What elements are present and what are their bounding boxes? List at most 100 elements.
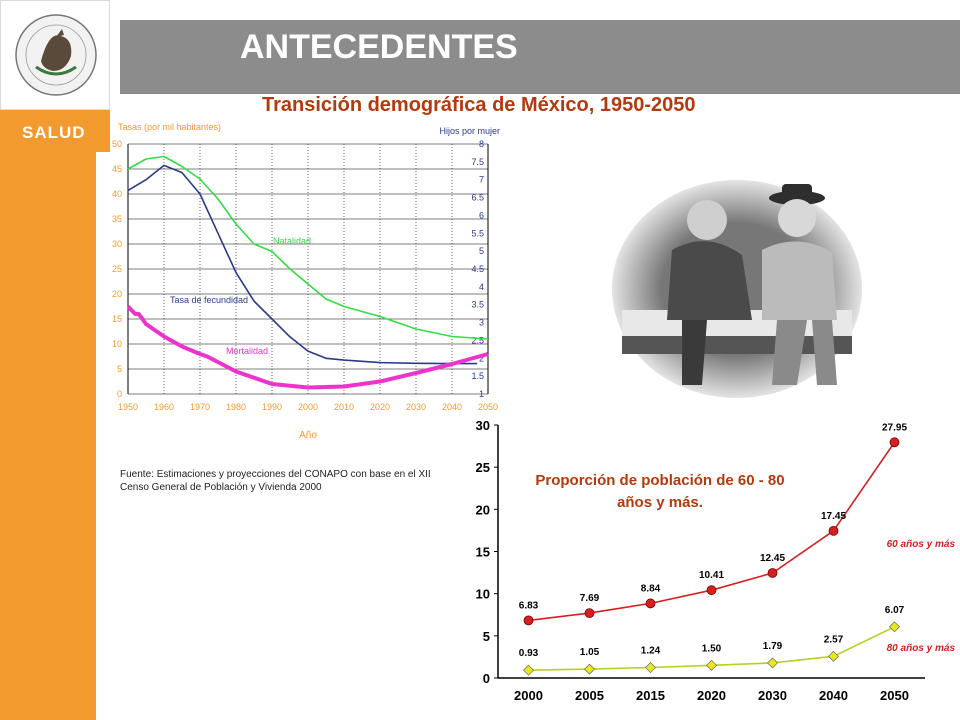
y2-tick-label: 3.5 — [471, 300, 484, 310]
data-label: 6.07 — [885, 605, 905, 616]
data-label: 0.93 — [519, 648, 539, 659]
y-tick-label: 15 — [112, 314, 122, 324]
data-point-60 — [645, 598, 656, 609]
y2-tick-label: 2.5 — [471, 335, 484, 345]
data-label: 2.57 — [824, 634, 844, 645]
data-point-60 — [706, 585, 717, 596]
data-label: 1.05 — [580, 647, 600, 658]
x-tick-label: 1990 — [262, 402, 282, 412]
population-proportion-chart: 0 5 10 15 20 25 30 2000 2005 2015 2020 2030 2040 2050… — [476, 418, 956, 703]
data-point-80 — [645, 662, 656, 673]
y-tick-label: 10 — [112, 339, 122, 349]
y2-tick-label: 5 — [479, 246, 484, 256]
y2-tick-label: 8 — [479, 139, 484, 149]
x-tick-label: 2040 — [442, 402, 462, 412]
x-tick-label: 2005 — [575, 688, 604, 703]
chart-main-title: Transición demográfica de México, 1950-2… — [262, 94, 696, 116]
mexico-seal-icon — [15, 14, 97, 96]
series-line-tasa-de-fecundidad — [127, 164, 478, 365]
data-label: 1.50 — [702, 643, 722, 654]
chart-title-line1: Proporción de población de 60 - 80 — [535, 472, 784, 489]
x-axis-label: Año — [299, 430, 317, 441]
elderly-men-photo — [612, 180, 862, 398]
data-point-60 — [889, 437, 900, 448]
y-tick-label: 20 — [112, 289, 122, 299]
data-label: 8.84 — [641, 583, 661, 594]
data-point-80 — [523, 664, 534, 676]
y2-axis-label: Hijos por mujer — [439, 126, 500, 136]
x-tick-label: 2030 — [758, 688, 787, 703]
y2-tick-label: 6.5 — [471, 193, 484, 203]
x-tick-label: 2010 — [334, 402, 354, 412]
x-tick-label: 1980 — [226, 402, 246, 412]
y-axis-label: Tasas (por mil habitantes) — [118, 122, 221, 132]
data-point-80 — [767, 657, 778, 669]
page-title: ANTECEDENTES — [240, 28, 518, 66]
data-point-60 — [523, 615, 534, 626]
y-tick-label: 0 — [483, 671, 490, 686]
data-label: 6.83 — [519, 600, 539, 611]
source-note: Fuente: Estimaciones y proyecciones del … — [120, 469, 431, 493]
series-label-mortalidad: Mortalidad — [226, 346, 268, 356]
logo-box — [0, 0, 110, 110]
series-line-natalidad — [127, 155, 489, 340]
y2-tick-label: 7.5 — [471, 157, 484, 167]
y-tick-label: 10 — [476, 587, 490, 602]
y2-tick-label: 1.5 — [471, 371, 484, 381]
y2-tick-label: 2 — [479, 353, 484, 363]
x-tick-label: 2050 — [880, 688, 909, 703]
y-tick-label: 5 — [117, 364, 122, 374]
data-label: 17.45 — [821, 511, 846, 522]
series-label-natalidad: Natalidad — [273, 236, 311, 246]
y2-tick-label: 4.5 — [471, 264, 484, 274]
y-tick-label: 50 — [112, 139, 122, 149]
y2-tick-label: 6 — [479, 210, 484, 220]
data-label: 10.41 — [699, 570, 724, 581]
y-tick-label: 20 — [476, 502, 490, 517]
legend-label-60: 60 años y más — [887, 539, 956, 550]
data-point-60 — [767, 568, 778, 578]
data-point-80 — [706, 659, 717, 671]
x-tick-label: 2020 — [697, 688, 726, 703]
x-tick-label: 1970 — [190, 402, 210, 412]
data-label: 27.95 — [882, 422, 907, 433]
data-label: 12.45 — [760, 553, 785, 564]
y-tick-label: 25 — [112, 264, 122, 274]
x-tick-label: 2020 — [370, 402, 390, 412]
x-tick-label: 2015 — [636, 688, 665, 703]
series-line-mortalidad — [126, 305, 489, 390]
salud-label: SALUD — [22, 123, 86, 142]
x-tick-label: 2040 — [819, 688, 848, 703]
y-tick-label: 30 — [112, 239, 122, 249]
x-tick-label: 2000 — [514, 688, 543, 703]
data-label: 7.69 — [580, 593, 600, 604]
data-point-60 — [584, 608, 595, 619]
data-label: 1.24 — [641, 646, 661, 657]
y2-tick-label: 1 — [479, 389, 484, 399]
x-tick-label: 2050 — [478, 402, 498, 412]
x-tick-label: 2030 — [406, 402, 426, 412]
y-tick-label: 45 — [112, 164, 122, 174]
series-label-fecundidad: Tasa de fecundidad — [170, 295, 248, 305]
y-tick-label: 35 — [112, 214, 122, 224]
chart-title-line2: años y más. — [617, 494, 703, 511]
data-point-80 — [889, 621, 900, 633]
y-tick-label: 0 — [117, 389, 122, 399]
y2-tick-label: 5.5 — [471, 228, 484, 238]
y2-tick-label: 3 — [479, 318, 484, 328]
y-tick-label: 30 — [476, 418, 490, 433]
x-tick-label: 1950 — [118, 402, 138, 412]
x-tick-label: 1960 — [154, 402, 174, 412]
header-bar — [120, 20, 960, 94]
y-tick-label: 5 — [483, 629, 490, 644]
y-tick-label: 40 — [112, 189, 122, 199]
y-tick-label: 25 — [476, 460, 490, 475]
salud-band — [0, 110, 110, 152]
legend-label-80: 80 años y más — [887, 643, 956, 654]
x-tick-label: 2000 — [298, 402, 318, 412]
data-point-60 — [828, 525, 839, 536]
y-tick-label: 15 — [476, 545, 490, 560]
data-point-80 — [828, 650, 839, 662]
y2-tick-label: 7 — [479, 175, 484, 185]
